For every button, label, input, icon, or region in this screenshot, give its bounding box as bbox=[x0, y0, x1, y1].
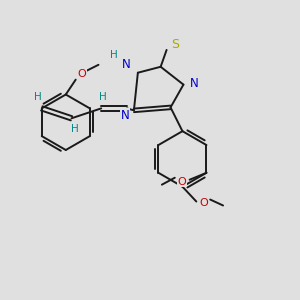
Text: N: N bbox=[121, 109, 129, 122]
Text: N: N bbox=[190, 77, 199, 90]
Text: H: H bbox=[70, 124, 78, 134]
Text: H: H bbox=[110, 50, 118, 60]
Text: O: O bbox=[177, 177, 186, 187]
Text: H: H bbox=[99, 92, 107, 103]
Text: N: N bbox=[122, 58, 130, 71]
Text: H: H bbox=[34, 92, 42, 103]
Text: S: S bbox=[172, 38, 179, 52]
Text: O: O bbox=[200, 199, 208, 208]
Text: O: O bbox=[77, 69, 86, 79]
